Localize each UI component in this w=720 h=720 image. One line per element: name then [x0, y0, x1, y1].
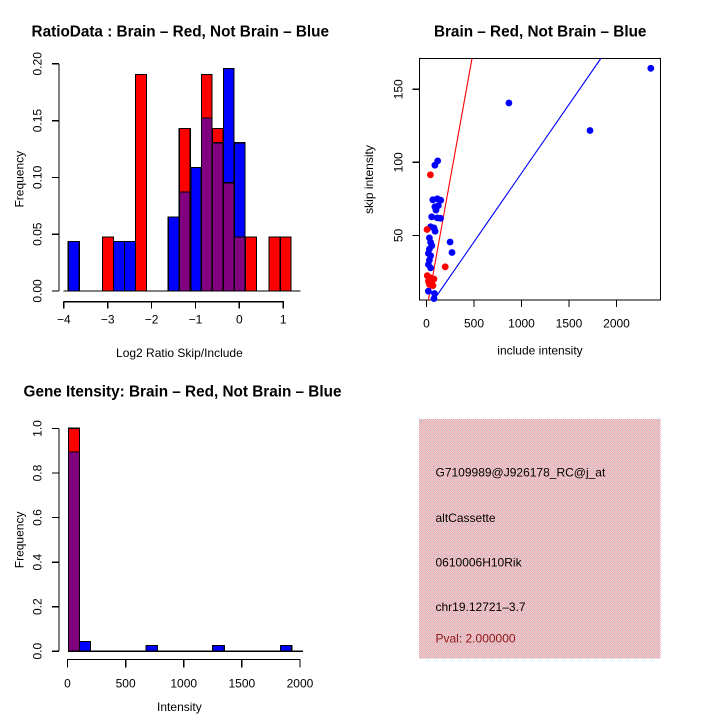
svg-text:1000: 1000 [170, 677, 197, 691]
svg-text:500: 500 [464, 316, 484, 330]
svg-text:Frequency: Frequency [13, 512, 27, 569]
svg-text:0.6: 0.6 [31, 509, 45, 526]
svg-text:G7109989@J926178_RC@j_at: G7109989@J926178_RC@j_at [436, 466, 606, 480]
svg-text:skip intensity: skip intensity [362, 145, 376, 214]
svg-text:1000: 1000 [508, 316, 535, 330]
svg-text:2000: 2000 [603, 316, 630, 330]
svg-text:include intensity: include intensity [497, 344, 582, 358]
svg-text:−2: −2 [145, 313, 159, 327]
svg-text:0.2: 0.2 [31, 598, 45, 615]
svg-text:altCassette: altCassette [436, 511, 496, 525]
svg-text:100: 100 [392, 152, 406, 172]
svg-text:0.05: 0.05 [31, 222, 45, 246]
svg-text:−1: −1 [189, 313, 203, 327]
svg-text:1500: 1500 [229, 677, 256, 691]
svg-text:0.8: 0.8 [31, 464, 45, 481]
svg-text:0: 0 [236, 313, 243, 327]
svg-text:1500: 1500 [556, 316, 583, 330]
svg-text:0.15: 0.15 [31, 109, 45, 133]
svg-text:0.0: 0.0 [31, 643, 45, 660]
svg-text:Gene Itensity: Brain – Red, No: Gene Itensity: Brain – Red, Not Brain – … [24, 384, 342, 401]
svg-text:1: 1 [280, 313, 287, 327]
svg-text:0610006H10Rik: 0610006H10Rik [436, 556, 523, 570]
svg-text:0: 0 [423, 316, 430, 330]
svg-text:0: 0 [64, 677, 71, 691]
svg-text:Intensity: Intensity [157, 700, 202, 714]
svg-text:50: 50 [392, 229, 406, 243]
svg-text:2000: 2000 [287, 677, 314, 691]
svg-text:500: 500 [116, 677, 136, 691]
svg-text:Log2 Ratio Skip/Include: Log2 Ratio Skip/Include [116, 346, 243, 360]
svg-text:0.4: 0.4 [31, 553, 45, 570]
svg-text:chr19.12721–3.7: chr19.12721–3.7 [436, 600, 526, 614]
svg-text:0.20: 0.20 [31, 52, 45, 76]
svg-text:−4: −4 [57, 313, 71, 327]
svg-text:−3: −3 [101, 313, 115, 327]
svg-text:1.0: 1.0 [31, 420, 45, 437]
svg-text:150: 150 [392, 79, 406, 99]
svg-text:Pval: 2.000000: Pval: 2.000000 [436, 632, 516, 646]
svg-text:Brain – Red, Not Brain – Blue: Brain – Red, Not Brain – Blue [434, 23, 647, 40]
svg-text:RatioData : Brain – Red, Not B: RatioData : Brain – Red, Not Brain – Blu… [32, 23, 330, 40]
svg-text:0.00: 0.00 [31, 279, 45, 303]
svg-text:0.10: 0.10 [31, 165, 45, 189]
svg-text:Frequency: Frequency [13, 151, 27, 208]
